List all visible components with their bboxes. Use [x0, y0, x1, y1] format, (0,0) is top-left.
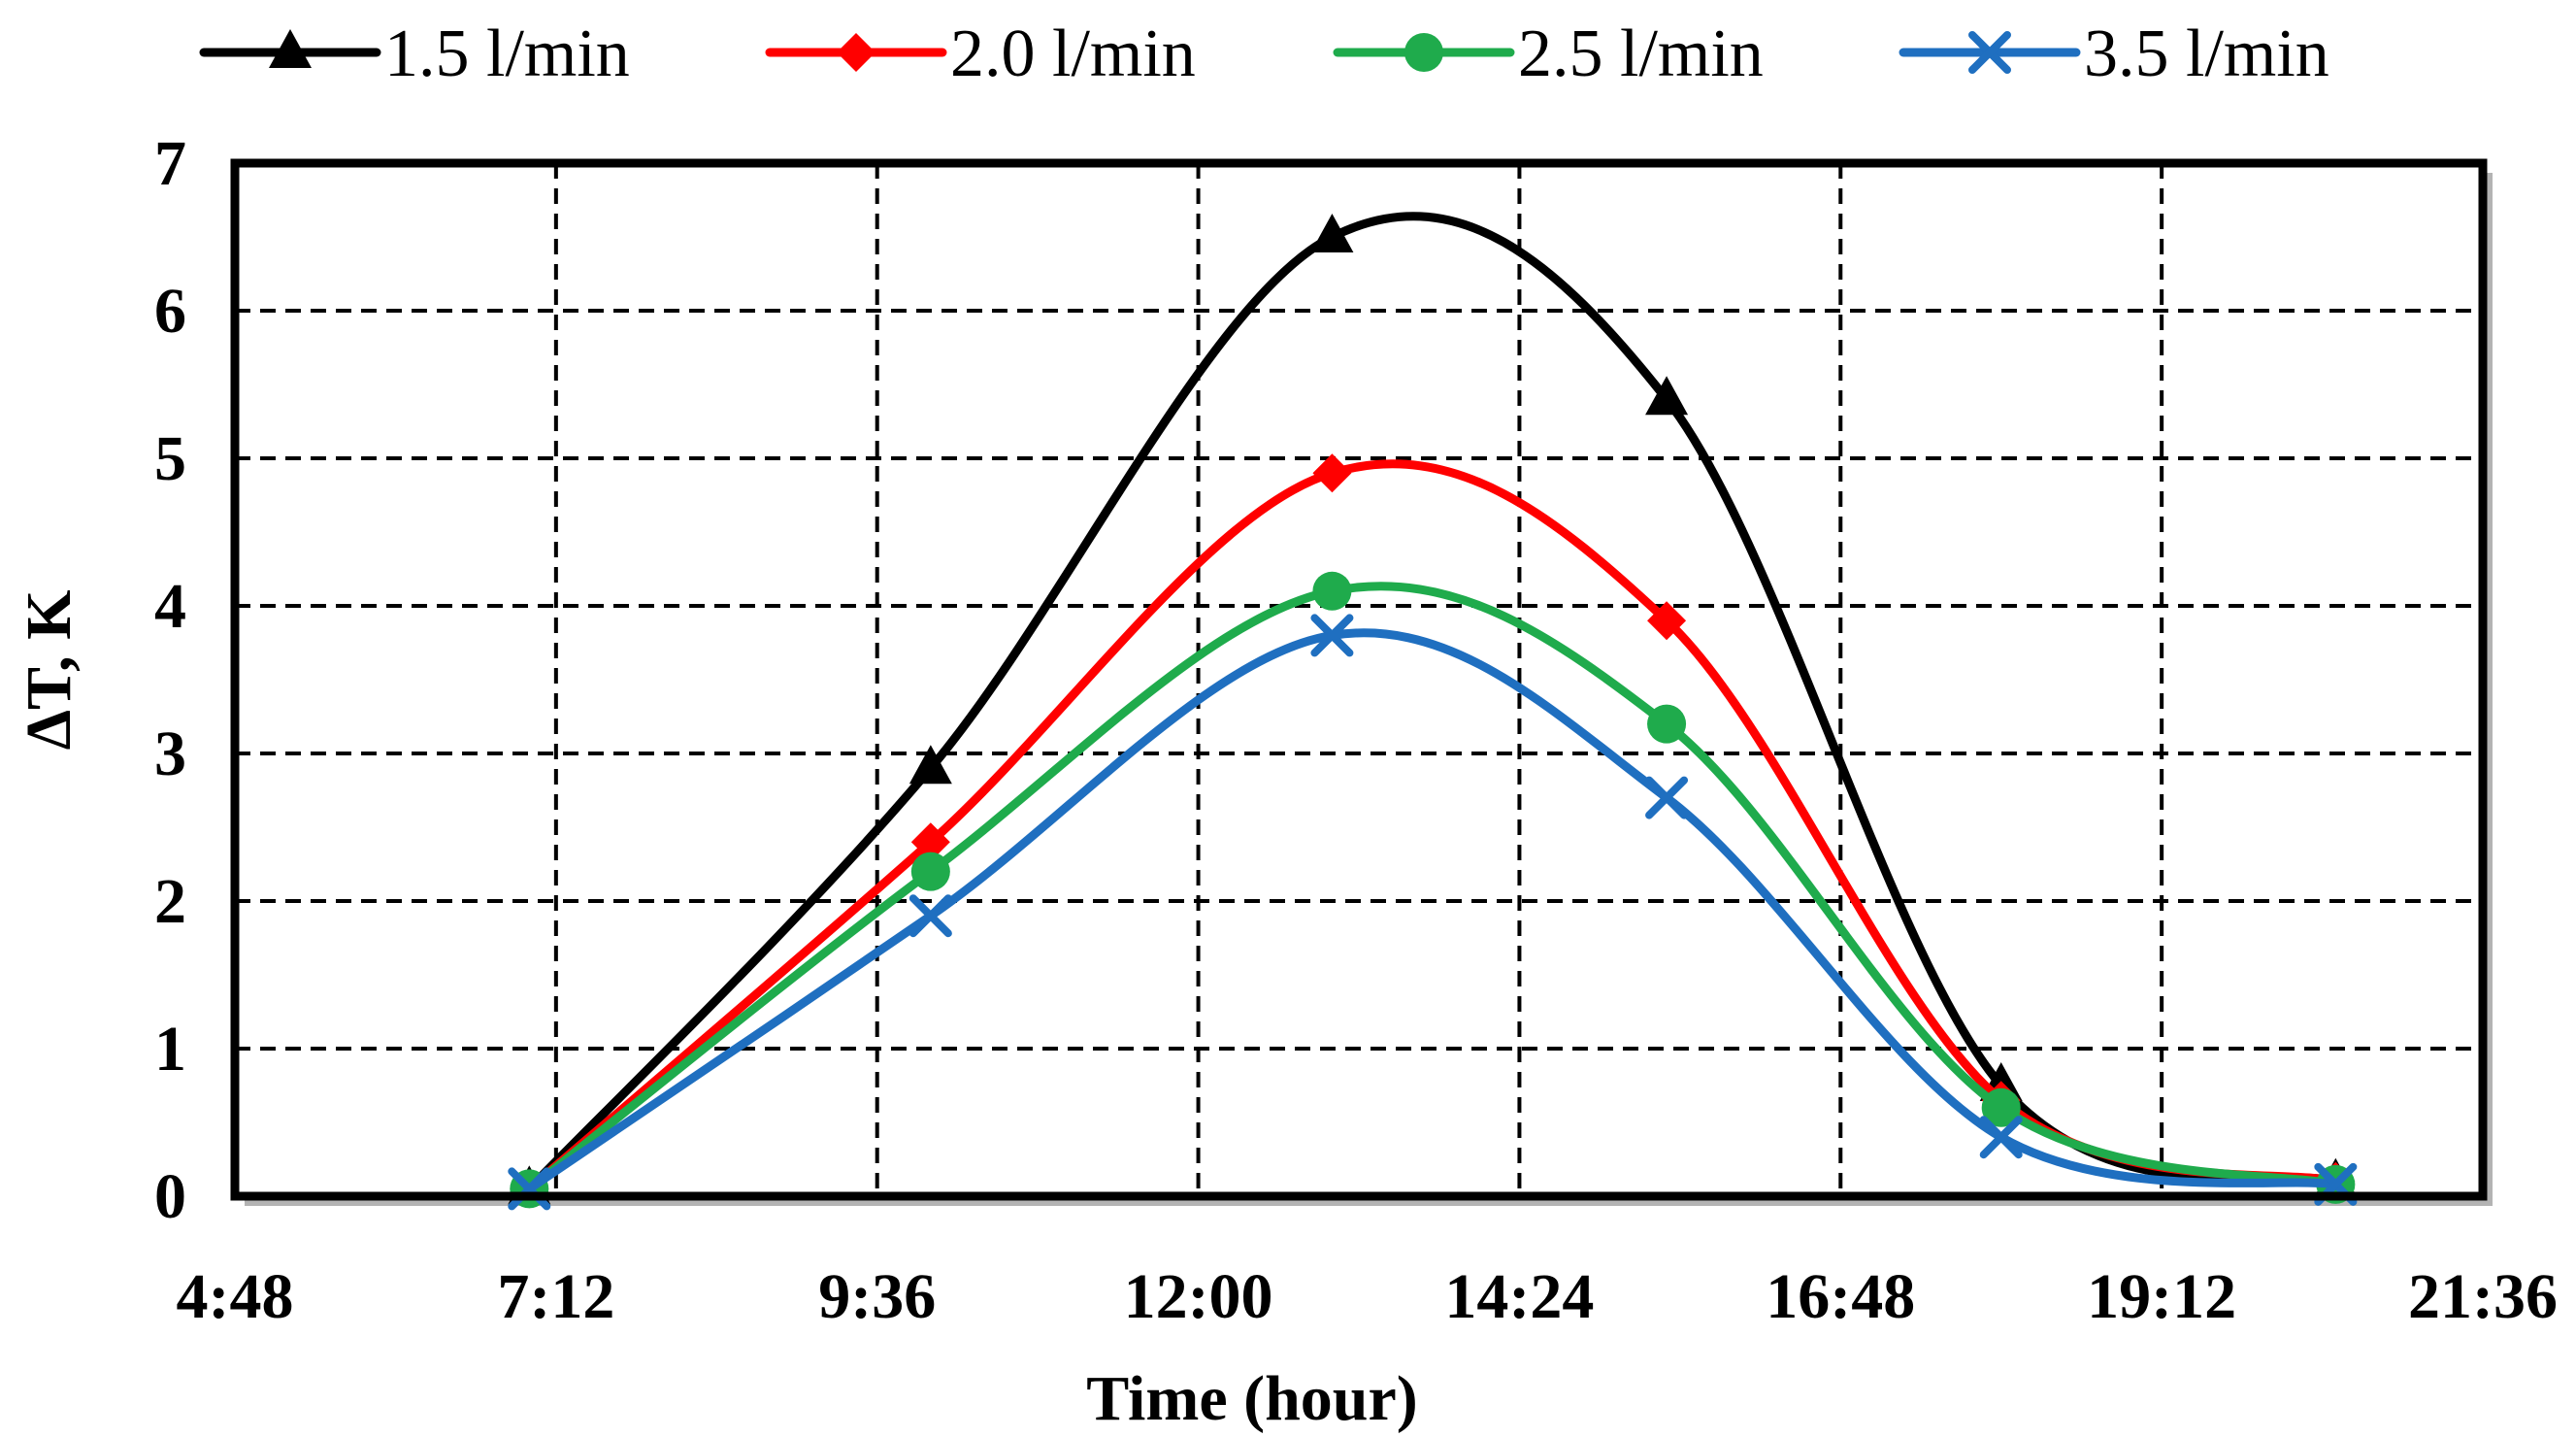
y-tick-label: 0	[154, 1161, 186, 1232]
plot-area-border	[230, 158, 2488, 1201]
gridlines	[235, 163, 2483, 1196]
x-tick-label: 16:48	[1766, 1261, 1915, 1332]
series-line	[524, 628, 2340, 1193]
x-axis-ticks: 4:48 7:12 9:36 12:00 14:24 16:48 19:12 21:36	[177, 1261, 2558, 1332]
x-tick-label: 21:36	[2408, 1261, 2558, 1332]
x-tick-label: 7:12	[497, 1261, 614, 1332]
data-point-triangle	[1645, 376, 1689, 416]
x-tick-label: 4:48	[177, 1261, 294, 1332]
y-tick-label: 3	[154, 718, 186, 789]
x-marker-stroke	[908, 894, 952, 938]
legend-entry-1: 1.5 l/min	[199, 17, 630, 91]
legend-entry-4: 3.5 l/min	[1899, 17, 2329, 91]
data-point-diamond	[910, 822, 950, 862]
data-point-diamond	[1312, 453, 1352, 493]
y-tick-label: 4	[154, 571, 186, 642]
x-tick-label: 9:36	[818, 1261, 936, 1332]
legend-entry-3: 2.5 l/min	[1333, 17, 1764, 91]
x-axis-title: Time (hour)	[1086, 1363, 1418, 1434]
x-marker-stroke	[1979, 1116, 2023, 1159]
series-layer	[508, 212, 2358, 1211]
legend-marker-circle	[1404, 33, 1443, 72]
data-point-x	[1310, 614, 1354, 657]
legend-label: 2.5 l/min	[1518, 17, 1764, 91]
y-tick-label: 7	[154, 128, 186, 199]
y-axis-ticks: 0 1 2 3 4 5 6 7	[154, 128, 186, 1232]
legend-marker-diamond	[837, 33, 875, 72]
x-marker-stroke	[1310, 614, 1354, 657]
y-tick-label: 5	[154, 423, 186, 494]
x-marker-stroke	[1645, 776, 1689, 819]
x-tick-label: 12:00	[1124, 1261, 1273, 1332]
data-point-diamond	[1647, 601, 1687, 641]
series-4	[508, 614, 2358, 1211]
legend-marker-triangle	[269, 29, 312, 68]
y-tick-label: 6	[154, 276, 186, 347]
data-point-x	[1645, 776, 1689, 819]
data-point-circle	[1312, 571, 1352, 611]
x-marker-stroke	[1968, 31, 2011, 74]
x-tick-label: 19:12	[2087, 1261, 2236, 1332]
legend-label: 2.0 l/min	[950, 17, 1196, 91]
plot-area	[230, 158, 2493, 1211]
legend-label: 3.5 l/min	[2084, 17, 2329, 91]
data-point-circle	[1647, 704, 1687, 744]
legend: 1.5 l/min 2.0 l/min 2.5 l/min 3.5 l/min	[199, 17, 2329, 91]
y-tick-label: 2	[154, 866, 186, 937]
data-point-circle	[910, 852, 950, 891]
data-point-triangle	[1310, 214, 1354, 252]
legend-entry-2: 2.0 l/min	[765, 17, 1196, 91]
plot-area-background	[235, 163, 2483, 1196]
y-tick-label: 1	[154, 1014, 186, 1085]
legend-marker-x	[1968, 31, 2011, 74]
data-point-x	[908, 894, 952, 938]
data-point-triangle	[908, 745, 952, 785]
legend-label: 1.5 l/min	[384, 17, 630, 91]
data-point-x	[1979, 1116, 2023, 1159]
data-point-circle	[1981, 1087, 2021, 1127]
y-axis-title: ΔT, K	[14, 590, 84, 751]
x-tick-label: 14:24	[1444, 1261, 1594, 1332]
